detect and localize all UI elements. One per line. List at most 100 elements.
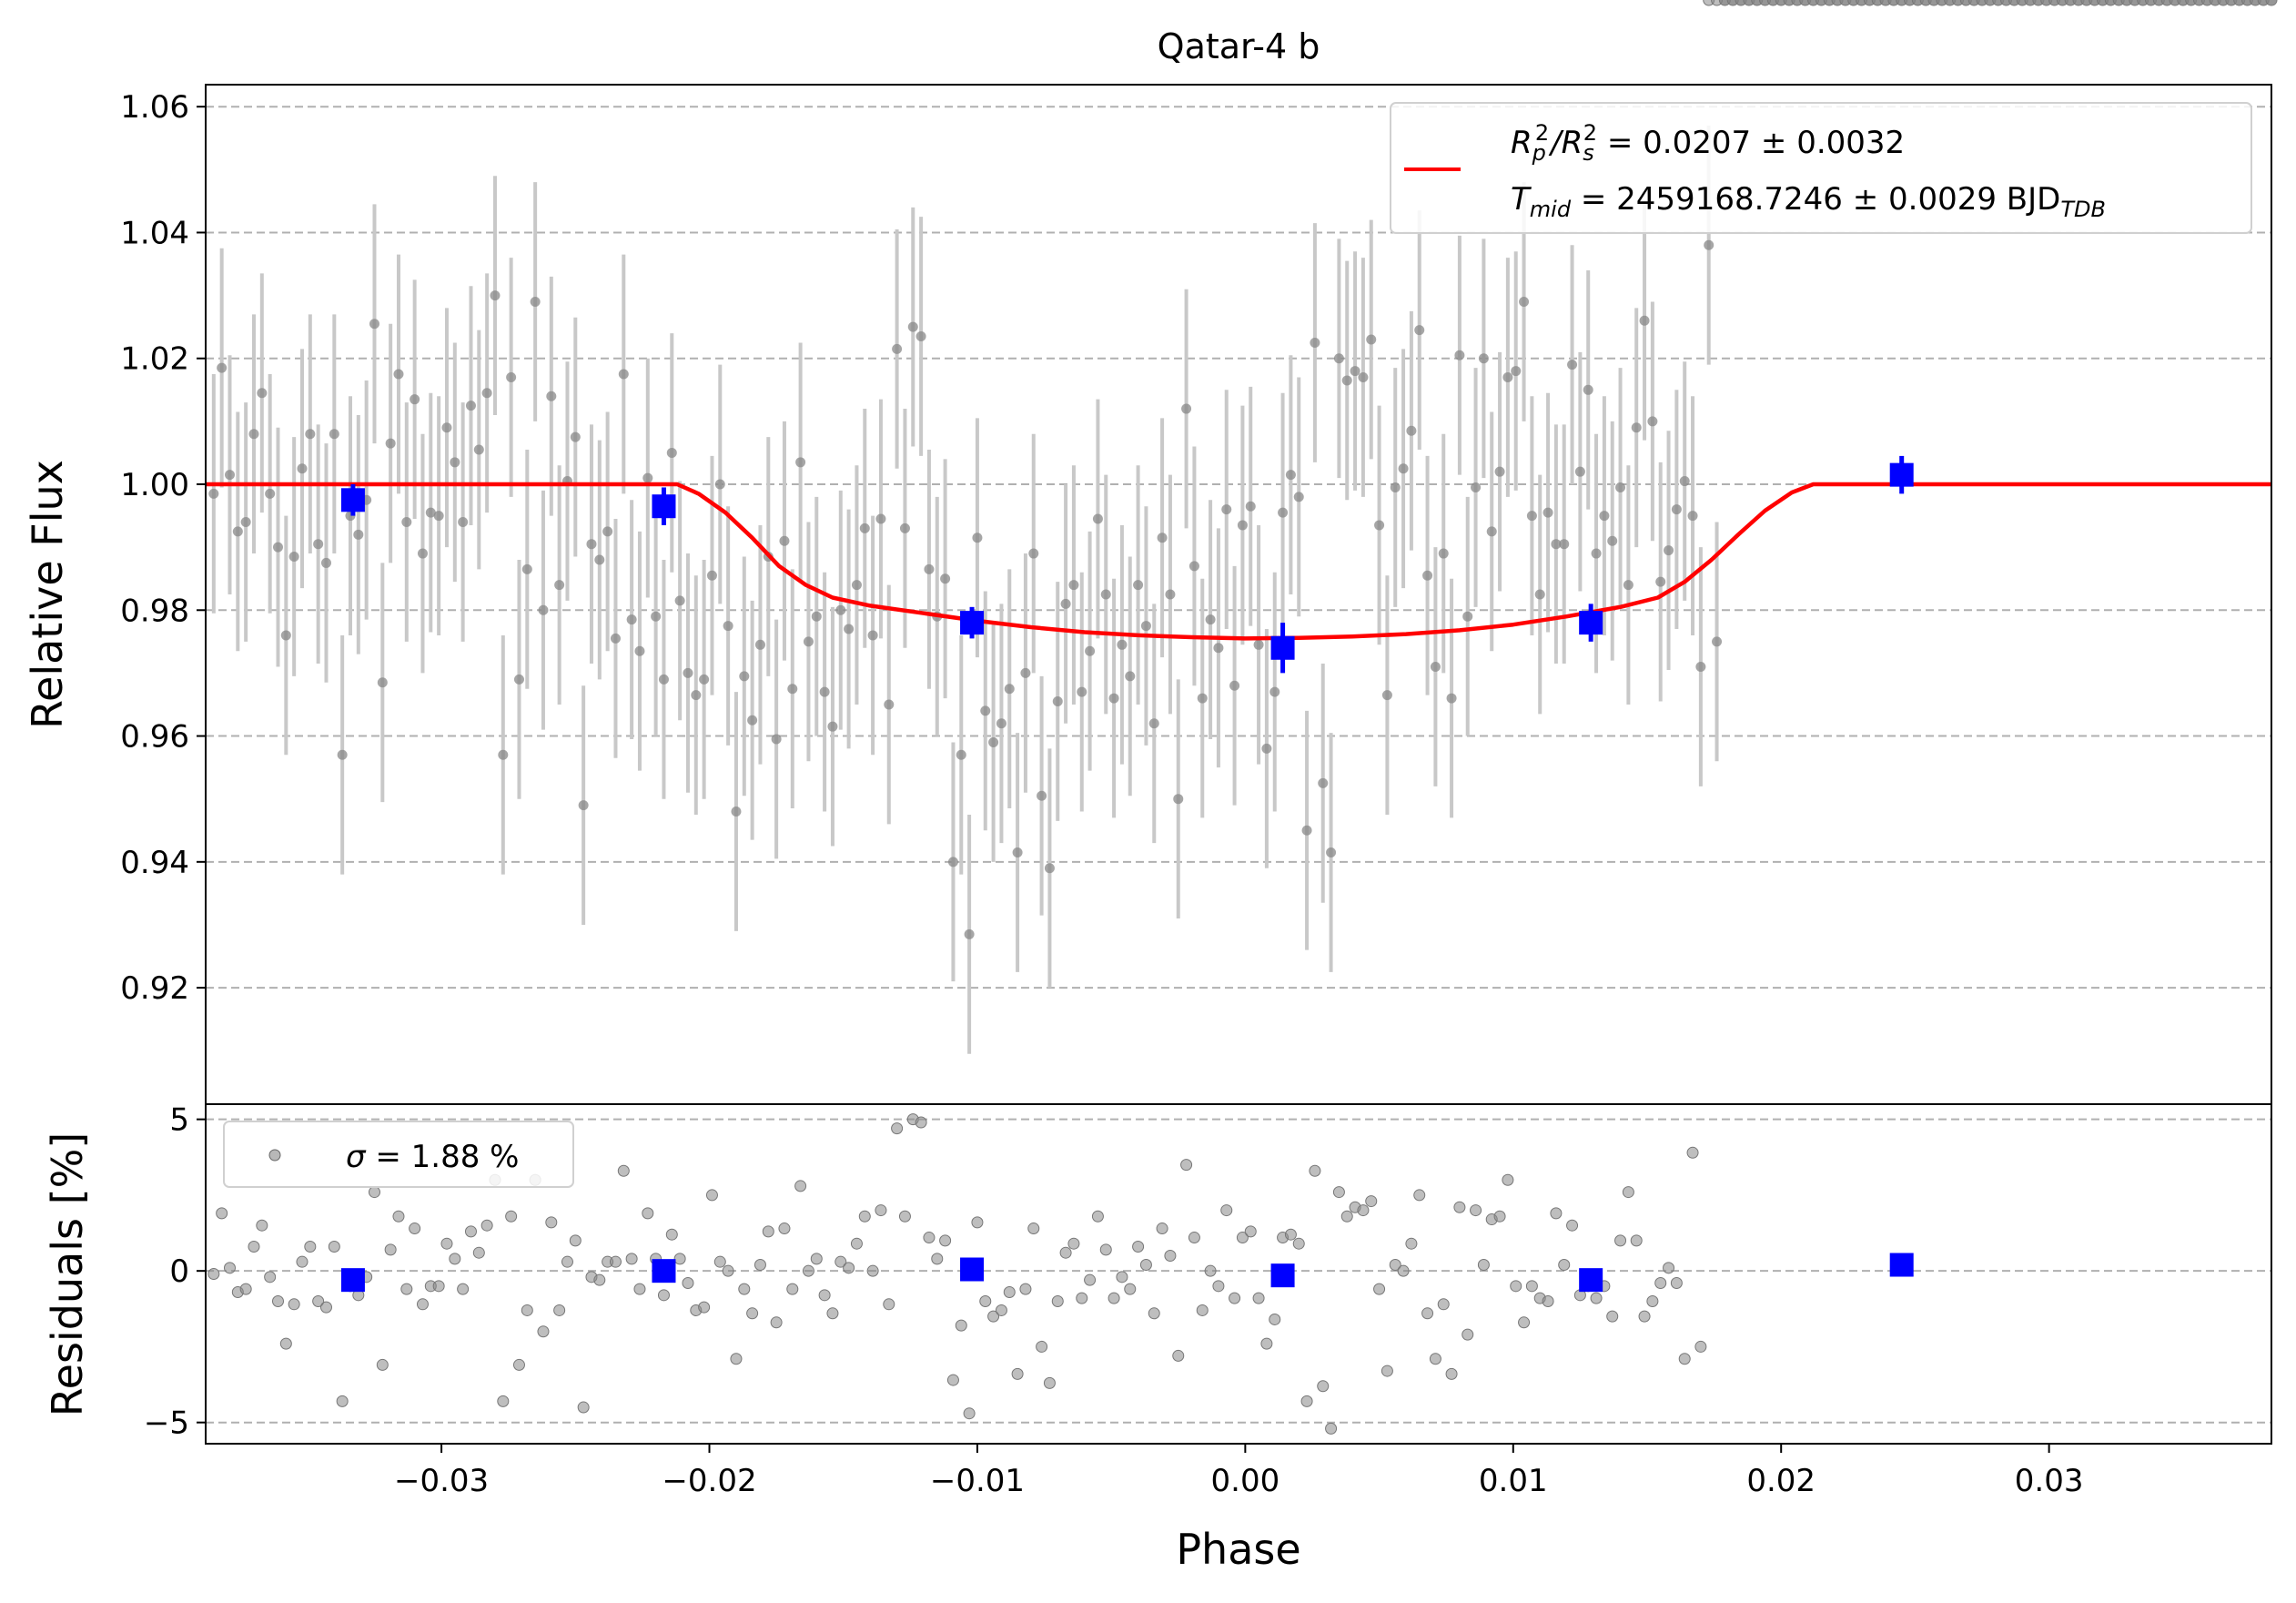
data-point — [1213, 643, 1224, 654]
data-point — [771, 734, 782, 745]
residual-point — [400, 1283, 413, 1295]
legend-r-sub2: s — [1583, 140, 1594, 166]
residual-point — [979, 1294, 992, 1307]
residual-point — [2265, 0, 2278, 6]
data-point — [1044, 863, 1055, 874]
residual-point — [786, 1283, 799, 1295]
residual-point — [593, 1273, 606, 1286]
data-point — [827, 721, 838, 732]
residual-point — [1437, 1298, 1450, 1311]
residual-point — [497, 1395, 510, 1407]
data-point — [699, 674, 710, 685]
residual-point — [931, 1253, 944, 1265]
residual-point — [682, 1276, 694, 1289]
data-point — [1060, 598, 1071, 609]
residual-point — [802, 1264, 814, 1277]
data-point — [1077, 686, 1087, 697]
data-point — [1655, 576, 1666, 587]
residual-point — [1284, 1228, 1297, 1241]
data-point — [1125, 671, 1136, 682]
data-point — [1430, 662, 1441, 673]
residual-point — [577, 1401, 590, 1414]
x-tick-label: −0.02 — [662, 1463, 756, 1499]
data-point — [1326, 847, 1337, 857]
legend-t-sub2: TDB — [2060, 197, 2106, 222]
residual-point — [1269, 1313, 1281, 1325]
residual-binned-point — [1579, 1268, 1603, 1293]
residual-point — [1124, 1283, 1137, 1295]
residual-point — [1694, 1340, 1707, 1353]
residual-point — [472, 1246, 485, 1259]
data-point — [1422, 570, 1433, 581]
data-point — [1712, 636, 1723, 647]
residual-point — [545, 1216, 558, 1229]
residual-point — [946, 1374, 959, 1386]
data-point — [964, 928, 975, 939]
data-point — [473, 444, 484, 455]
data-point — [1197, 693, 1208, 704]
data-point — [915, 331, 926, 342]
data-point — [1687, 511, 1698, 522]
x-tick-label: −0.01 — [930, 1463, 1025, 1499]
x-tick-label: 0.00 — [1211, 1463, 1280, 1499]
data-point — [642, 472, 653, 483]
data-point — [1366, 334, 1377, 345]
data-point — [1333, 353, 1344, 364]
residual-point — [1188, 1232, 1200, 1244]
residual-point — [1180, 1159, 1193, 1172]
residuals-axes-frame — [205, 1103, 2272, 1445]
residual-point — [1542, 1294, 1554, 1307]
residual-point — [1389, 1259, 1401, 1272]
legend-t-sub: mid — [1530, 197, 1572, 222]
residual-point — [1132, 1241, 1145, 1253]
residual-point — [939, 1234, 952, 1247]
data-point — [602, 526, 613, 537]
residual-point — [1332, 1186, 1345, 1199]
residual-point — [1027, 1223, 1040, 1235]
data-point — [731, 807, 742, 817]
residual-point — [384, 1243, 397, 1256]
data-point — [410, 394, 420, 405]
residual-point — [512, 1358, 525, 1371]
data-point — [1534, 589, 1545, 600]
residual-binned-point — [1270, 1263, 1295, 1288]
data-point — [1390, 482, 1401, 492]
residual-point — [1229, 1292, 1241, 1304]
residual-point — [1091, 1210, 1104, 1223]
main-y-tick-label: 1.04 — [120, 215, 189, 251]
main-y-tick-label: 0.98 — [120, 593, 189, 629]
data-point — [1664, 545, 1674, 556]
residual-point — [432, 1280, 445, 1293]
residual-point — [312, 1294, 325, 1307]
data-point — [1229, 680, 1240, 691]
residual-point — [1172, 1349, 1185, 1362]
sigma-value: = 1.88 % — [366, 1139, 520, 1175]
data-point — [1133, 580, 1144, 591]
data-point — [956, 749, 966, 760]
residual-point — [1558, 1259, 1571, 1272]
chart-title: Qatar-4 b — [1158, 26, 1320, 66]
main-y-tick-label: 0.92 — [120, 970, 189, 1007]
residual-point — [1011, 1367, 1024, 1380]
data-point — [521, 563, 532, 574]
residual-point — [698, 1301, 711, 1314]
data-point — [1278, 507, 1289, 518]
data-point — [1679, 476, 1690, 487]
data-point — [1188, 561, 1199, 572]
data-point — [433, 511, 444, 522]
data-point — [1310, 337, 1320, 348]
data-point — [1591, 548, 1602, 559]
data-point — [1285, 470, 1296, 481]
residual-point — [1493, 1210, 1506, 1223]
data-point — [1358, 371, 1369, 382]
residual-point — [271, 1294, 284, 1307]
data-point — [1261, 743, 1272, 754]
residual-point — [1606, 1310, 1619, 1323]
residual-point — [1236, 1232, 1249, 1244]
data-point — [1140, 621, 1151, 632]
data-point — [884, 699, 895, 710]
data-point — [1494, 466, 1505, 477]
data-point — [481, 388, 492, 399]
residual-point — [1325, 1422, 1338, 1435]
residual-point — [1670, 1276, 1683, 1289]
